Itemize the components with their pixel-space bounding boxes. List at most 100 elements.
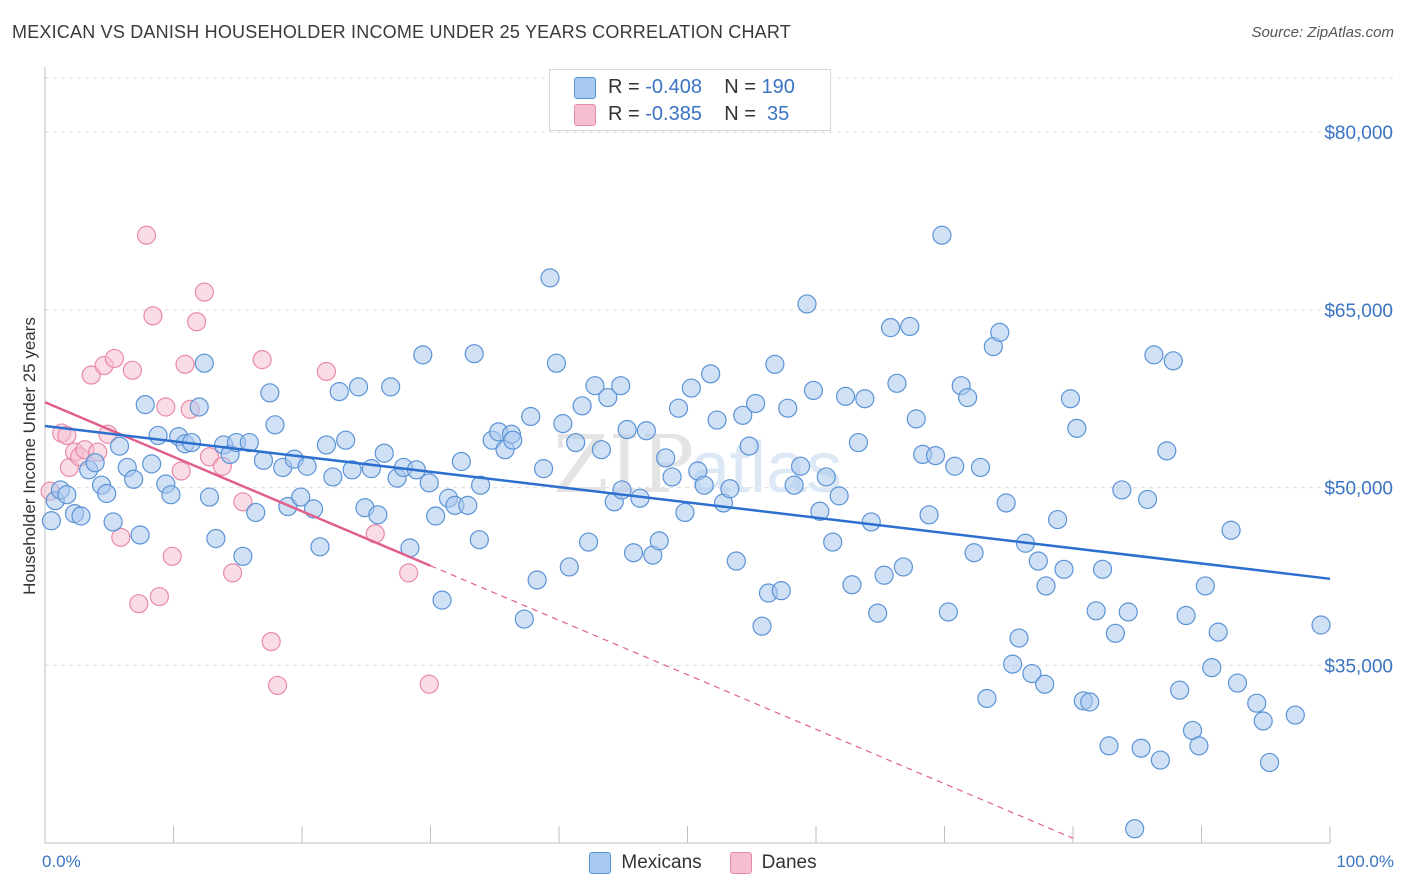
mexicans-point xyxy=(919,505,939,525)
danes-point xyxy=(104,348,124,369)
mexicans-point xyxy=(458,495,478,515)
mexicans-point xyxy=(381,377,401,397)
danes-point xyxy=(175,354,195,374)
danes-point xyxy=(81,365,101,385)
danes-point xyxy=(143,306,163,326)
y-tick-labels: $35,000 $50,000 $65,000 $80,000 xyxy=(1324,123,1393,677)
mexicans-point xyxy=(1112,480,1132,500)
mexicans-point xyxy=(823,532,843,552)
mexicans-point xyxy=(733,405,753,425)
danes-r-value: -0.385 xyxy=(645,103,702,125)
mexicans-point xyxy=(194,353,214,373)
mexicans-point xyxy=(880,318,901,338)
danes-point xyxy=(399,563,419,583)
mexicans-point xyxy=(239,432,259,453)
mexicans-point xyxy=(419,473,439,493)
mexicans-point xyxy=(784,475,804,495)
legend-item-mexicans: Mexicans xyxy=(589,852,702,874)
mexicans-point xyxy=(611,376,631,396)
mexicans-point xyxy=(585,376,605,396)
mexicans-point xyxy=(426,506,446,526)
mexicans-point xyxy=(1086,601,1106,621)
mexicans-legend-label: Mexicans xyxy=(621,852,702,873)
mexicans-point xyxy=(135,395,155,415)
mexicans-point xyxy=(668,398,689,418)
mexicans-point xyxy=(810,501,830,521)
legend-row-mexicans: R = -0.408 N = 190 xyxy=(574,76,795,99)
axes xyxy=(44,67,1331,844)
stats-legend: R = -0.408 N = 190 R = -0.385 N = 35 xyxy=(549,69,831,131)
mexicans-point xyxy=(503,430,523,450)
mexicans-point xyxy=(374,443,394,463)
mexicans-point xyxy=(1176,605,1196,626)
source-label: Source: ZipAtlas.com xyxy=(1251,24,1394,41)
mexicans-point xyxy=(413,345,433,365)
danes-point xyxy=(149,586,169,607)
r-label: R = xyxy=(608,103,646,125)
mexicans-point xyxy=(329,382,349,402)
mexicans-point xyxy=(57,485,77,505)
mexicans-point xyxy=(1144,345,1164,365)
mexicans-point xyxy=(297,456,317,476)
mexicans-point xyxy=(464,344,484,364)
mexicans-point xyxy=(816,467,836,487)
mexicans-point xyxy=(336,430,356,450)
mexicans-point xyxy=(848,432,869,453)
mexicans-point xyxy=(572,396,592,416)
mexicans-point xyxy=(1195,576,1215,596)
mexicans-legend-swatch xyxy=(589,852,612,874)
danes-point xyxy=(267,675,288,696)
legend-item-danes: Danes xyxy=(729,852,817,874)
mexicans-point xyxy=(310,537,330,557)
mexicans-point xyxy=(1253,711,1273,731)
mexicans-point xyxy=(546,353,567,373)
series-legend: Mexicans Danes xyxy=(0,852,1406,874)
mexicans-point xyxy=(368,505,388,525)
mexicans-point xyxy=(206,528,226,549)
mexicans-point xyxy=(829,486,849,506)
mexicans-point xyxy=(246,502,266,523)
danes-point xyxy=(252,350,272,370)
y-axis-label: Householder Income Under 25 years xyxy=(20,317,39,595)
n-label: N = xyxy=(724,76,762,98)
mexicans-point xyxy=(103,512,123,532)
mexicans-point xyxy=(900,316,920,337)
mexicans-point xyxy=(623,543,644,563)
mexicans-point xyxy=(990,322,1010,342)
mexicans-point xyxy=(260,383,280,403)
danes-point xyxy=(111,527,131,547)
danes-point xyxy=(194,282,214,302)
mexicans-point xyxy=(925,445,946,466)
mexicans-point xyxy=(868,603,888,623)
mexicans-point xyxy=(1150,750,1170,770)
mexicans-point xyxy=(342,460,362,480)
mexicans-point xyxy=(124,469,144,489)
mexicans-point xyxy=(1311,615,1331,635)
mexicans-point xyxy=(675,502,695,523)
danes-point xyxy=(171,461,191,481)
mexicans-point xyxy=(662,467,682,487)
mexicans-point xyxy=(701,364,721,384)
mexicans-point xyxy=(694,475,714,495)
mexicans-point xyxy=(432,590,452,610)
mexicans-point xyxy=(932,225,952,245)
danes-point xyxy=(129,594,149,614)
mexicans-point xyxy=(348,377,369,397)
mexicans-point xyxy=(148,425,168,446)
mexicans-point xyxy=(1227,673,1248,693)
mexicans-point xyxy=(797,294,817,314)
r-label: R = xyxy=(608,76,646,98)
danes-point xyxy=(136,225,157,245)
x-tick-label-max: 100.0% xyxy=(1336,852,1394,871)
mexicans-point xyxy=(591,440,612,460)
mexicans-point xyxy=(1137,489,1158,510)
mexicans-point xyxy=(1118,602,1138,622)
danes-point xyxy=(223,563,243,583)
danes-point xyxy=(199,447,220,467)
mexicans-point xyxy=(790,456,811,476)
mexicans-point xyxy=(85,453,105,473)
mexicans-point xyxy=(265,415,285,435)
mexicans-point xyxy=(887,373,907,393)
mexicans-point xyxy=(521,406,541,427)
